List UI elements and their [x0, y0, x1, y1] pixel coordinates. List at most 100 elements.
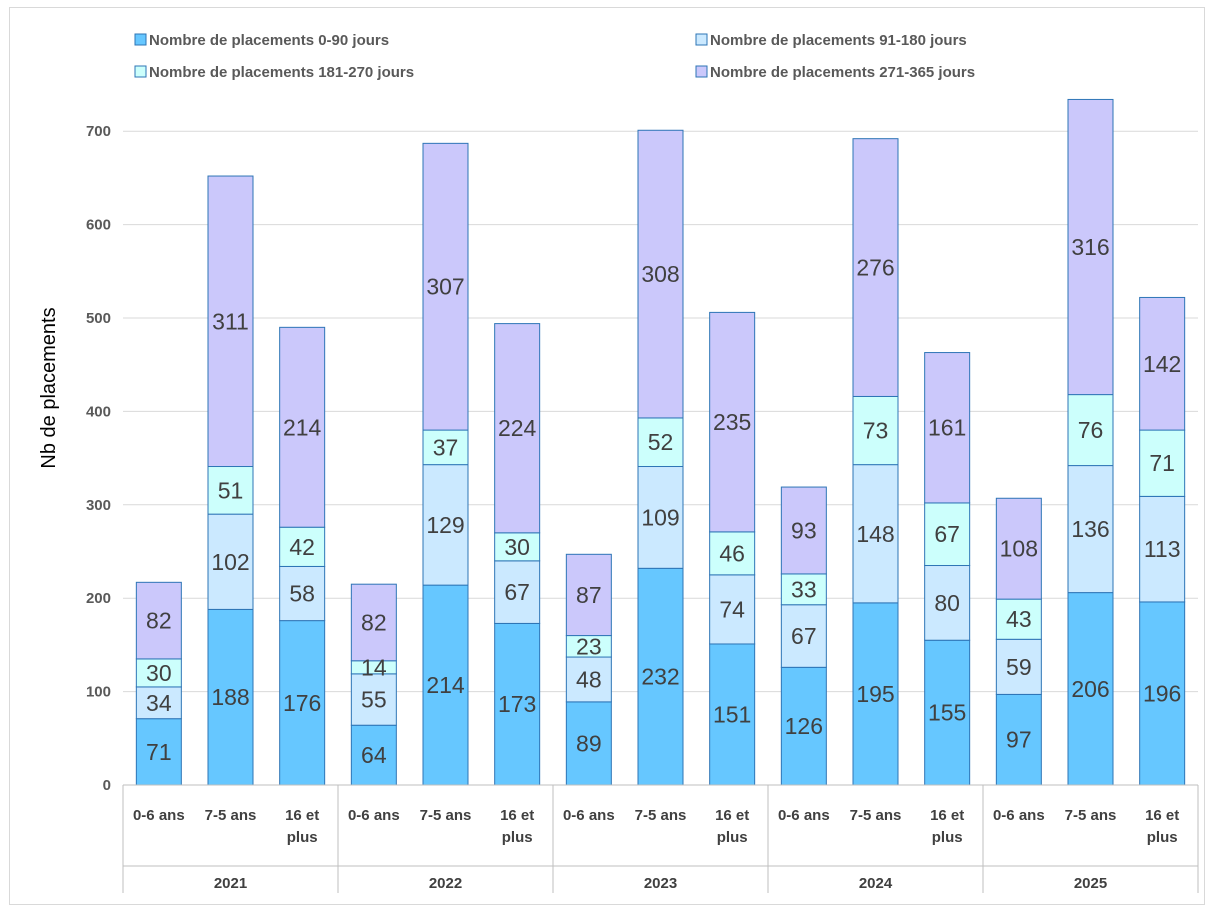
data-label: 307 [426, 274, 464, 300]
x-group-label: 2022 [429, 875, 462, 892]
data-label: 195 [856, 681, 894, 707]
stacked-bar-chart: Nombre de placements 0-90 jours Nombre de… [38, 32, 1199, 893]
data-label: 206 [1071, 676, 1109, 702]
data-label: 93 [791, 517, 817, 543]
x-group-label: 2024 [859, 875, 893, 892]
y-tick-label: 100 [86, 684, 111, 701]
data-label: 176 [283, 690, 321, 716]
data-labels: 71 34 30 82 188 102 51 311 176 58 42 214 64 55 14 82 214… [146, 234, 1181, 768]
data-label: 71 [146, 739, 172, 765]
bar-segment [135, 581, 182, 660]
bar-segment [207, 175, 254, 468]
bar-segment [995, 497, 1042, 600]
data-label: 224 [498, 415, 537, 441]
data-label: 48 [576, 666, 602, 692]
data-label: 43 [1006, 606, 1032, 632]
data-label: 30 [504, 534, 530, 560]
bar-segment [279, 565, 326, 622]
data-label: 14 [361, 654, 387, 680]
x-group-label: 2021 [214, 875, 247, 892]
x-group-label: 2025 [1074, 875, 1107, 892]
data-label: 136 [1071, 516, 1109, 542]
data-label: 113 [1144, 536, 1181, 562]
bar-segment [135, 718, 182, 786]
bar-segment [924, 639, 971, 786]
y-axis-label: Nb de placements [38, 307, 60, 468]
x-tick-label: 16 et plus [285, 807, 319, 846]
data-label: 33 [791, 576, 817, 602]
bar-segment [924, 352, 971, 504]
data-label: 67 [504, 579, 530, 605]
data-label: 308 [641, 261, 679, 287]
bar-segment [422, 142, 469, 431]
bar-segment [494, 622, 541, 786]
bar-segment [279, 326, 326, 528]
x-group-label: 2023 [644, 875, 677, 892]
data-label: 311 [212, 308, 249, 334]
x-tick-label: 0-6 ans [133, 807, 185, 824]
data-label: 76 [1078, 417, 1104, 443]
bar-segment [565, 701, 612, 786]
data-label: 87 [576, 582, 602, 608]
data-label: 30 [146, 660, 172, 686]
data-label: 109 [641, 504, 679, 530]
x-tick-label: 7-5 ans [850, 807, 902, 824]
legend-item: Nombre de placements 91-180 jours [695, 32, 967, 49]
x-tick-label: 16 et plus [1145, 807, 1179, 846]
y-tick-label: 0 [103, 777, 111, 794]
bar-segment [207, 608, 254, 786]
bar-segment [1067, 465, 1114, 594]
legend-swatch [695, 65, 708, 78]
x-tick-label: 0-6 ans [563, 807, 615, 824]
bar-segment [709, 311, 756, 533]
bar-segment [780, 666, 827, 786]
bar-segment [995, 693, 1042, 786]
x-tick-label: 0-6 ans [778, 807, 830, 824]
bar-segment [1139, 296, 1186, 431]
bar-segment [637, 129, 684, 419]
data-label: 214 [426, 672, 465, 698]
data-label: 188 [211, 684, 249, 710]
chart-frame: Nombre de placements 0-90 jours Nombre de… [9, 7, 1205, 905]
data-label: 52 [648, 429, 674, 455]
bar-segment [780, 604, 827, 668]
legend-swatch [695, 33, 708, 46]
x-tick-label: 7-5 ans [205, 807, 257, 824]
data-label: 34 [146, 690, 172, 716]
y-tick-label: 300 [86, 497, 111, 514]
data-label: 89 [576, 730, 602, 756]
bar-segment [1139, 429, 1186, 497]
x-tick-label: 0-6 ans [348, 807, 400, 824]
bar-segment [852, 395, 899, 466]
data-label: 276 [856, 255, 894, 281]
data-label: 232 [641, 664, 679, 690]
data-label: 71 [1149, 450, 1175, 476]
data-label: 316 [1071, 234, 1109, 260]
bar-segment [350, 583, 397, 662]
bar-segment [709, 574, 756, 645]
bar-segment [924, 502, 971, 567]
bar-segment [279, 526, 326, 567]
data-label: 55 [361, 687, 387, 713]
bar-segment [494, 323, 541, 534]
data-label: 59 [1006, 654, 1032, 680]
bar-segment [565, 656, 612, 703]
data-label: 142 [1143, 351, 1181, 377]
y-tick-label: 500 [86, 310, 111, 327]
bar-segment [494, 532, 541, 562]
bar-segment [135, 658, 182, 688]
bar-segment [1067, 394, 1114, 467]
legend-label: Nombre de placements 91-180 jours [710, 32, 967, 49]
data-label: 235 [713, 409, 751, 435]
bar-segment [637, 567, 684, 786]
data-label: 151 [713, 701, 751, 727]
x-tick-label: 16 et plus [500, 807, 534, 846]
bar-segment [422, 429, 469, 466]
bar-segment [924, 565, 971, 641]
legend-swatch [134, 33, 147, 46]
data-label: 161 [928, 415, 966, 441]
data-label: 67 [791, 623, 817, 649]
legend: Nombre de placements 0-90 jours Nombre de… [134, 32, 975, 81]
data-label: 126 [785, 713, 823, 739]
x-tick-label: 16 et plus [930, 807, 964, 846]
